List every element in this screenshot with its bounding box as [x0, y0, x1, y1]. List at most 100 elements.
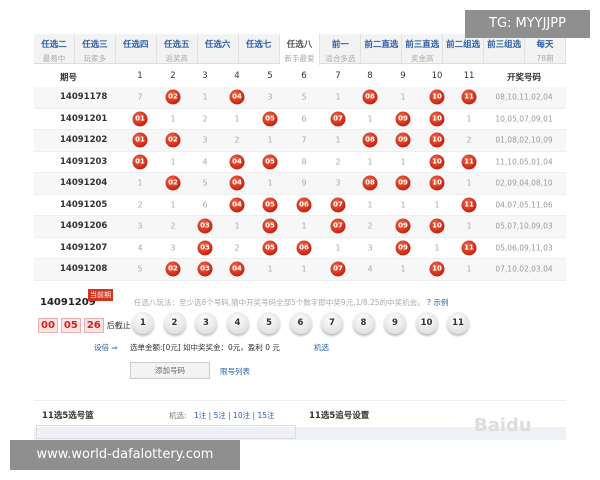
tab-7[interactable]: 前一 适合多选	[320, 34, 362, 63]
tab-2[interactable]: 任选四	[116, 34, 157, 63]
hit-ball: 05	[262, 218, 278, 234]
tab-0[interactable]: 任选二 最易中	[34, 34, 75, 63]
hit-ball: 04	[229, 154, 245, 170]
tab-5[interactable]: 任选七	[239, 34, 280, 63]
pick-ball-8[interactable]: 8	[352, 312, 375, 334]
tab-10[interactable]: 前二组选	[443, 34, 485, 63]
tab-4[interactable]: 任选六	[198, 34, 239, 63]
hit-ball: 01	[132, 132, 148, 148]
tab-title: 任选五	[163, 40, 190, 50]
current-period-badge: 当前期	[88, 289, 113, 301]
restricted-list-link[interactable]: 限号列表	[220, 367, 250, 376]
hit-ball: 11	[461, 89, 477, 105]
random-options[interactable]: 1注 | 5注 | 10注 | 15注	[194, 411, 275, 420]
pick-ball-4[interactable]: 4	[226, 312, 249, 334]
hit-ball: 09	[395, 132, 411, 148]
miss-count: 3	[367, 243, 373, 253]
set-multiplier-link[interactable]: 设倍 ⇒	[94, 343, 118, 352]
pick-ball-1[interactable]: 1	[132, 312, 154, 334]
draw-numbers: 05,06,09,11,03	[495, 243, 553, 253]
draw-numbers: 04,07,05,11,06	[495, 200, 553, 210]
table-row: 14091178 7 02 1 04 3 5 1 08 1 10 11 08,10,11,02,04	[34, 87, 566, 109]
draw-numbers: 07,10,02,03,04	[495, 264, 553, 274]
draw-numbers: 10,05,07,09,01	[495, 114, 553, 124]
current-period: 14091209	[40, 297, 96, 308]
hit-ball: 10	[429, 111, 445, 127]
hit-ball: 09	[395, 111, 411, 127]
miss-count: 2	[367, 221, 373, 231]
pick-ball-11[interactable]: 11	[447, 312, 469, 334]
miss-count: 1	[335, 243, 341, 253]
tab-6[interactable]: 任选八 新手最爱	[279, 34, 321, 65]
hit-ball: 10	[429, 261, 445, 277]
tab-title: 任选八	[286, 40, 313, 50]
pick-ball-9[interactable]: 9	[384, 312, 406, 334]
hit-ball: 03	[197, 261, 213, 277]
pick-ball-3[interactable]: 3	[195, 312, 217, 334]
table-row: 14091202 01 02 3 2 1 7 1 08 09 10 2 01,08,02,10,09	[34, 130, 566, 152]
miss-count: 1	[335, 135, 341, 145]
miss-count: 6	[202, 200, 208, 210]
hit-ball: 06	[296, 240, 312, 256]
tab-1[interactable]: 任选三 玩家多	[75, 34, 116, 63]
miss-count: 3	[267, 92, 273, 102]
tab-9[interactable]: 前三直选 奖金高	[402, 34, 444, 63]
pick-ball-5[interactable]: 5	[258, 312, 280, 334]
tab-subtitle: 奖金高	[411, 54, 434, 63]
add-number-button[interactable]: 添加号码	[130, 362, 210, 379]
tab-11[interactable]: 前三组选	[484, 34, 526, 63]
tab-title: 任选四	[123, 40, 149, 50]
tab-title: 前二直选	[364, 40, 399, 50]
number-basket[interactable]	[36, 425, 296, 439]
column-header: 1	[137, 71, 143, 81]
hit-ball: 10	[429, 218, 445, 234]
miss-count: 1	[466, 178, 472, 188]
rule-text: 任选八玩法：至少选8个号码,猜中开奖号码全部5个数字即中奖9元,1/8.25的中…	[134, 297, 448, 308]
tab-8[interactable]: 前二直选	[361, 34, 403, 63]
miss-count: 1	[466, 221, 472, 231]
draw-numbers: 02,09,04,08,10	[495, 178, 553, 188]
pick-ball-7[interactable]: 7	[321, 312, 343, 334]
miss-count: 1	[400, 92, 406, 102]
period-cell: 14091208	[60, 264, 108, 275]
rule-description: 任选八玩法：至少选8个号码,猜中开奖号码全部5个数字即中奖9元,1/8.25的中…	[134, 298, 425, 307]
tab-3[interactable]: 任选五 返奖高	[157, 34, 198, 63]
tab-title: 任选三	[82, 40, 108, 50]
basket-title: 11选5选号篮	[42, 411, 94, 421]
column-header: 8	[367, 71, 373, 81]
miss-count: 4	[202, 157, 208, 167]
tab-12[interactable]: 每天 78期	[525, 34, 566, 63]
miss-count: 3	[202, 135, 208, 145]
hit-ball: 04	[229, 175, 245, 191]
miss-count: 2	[466, 135, 472, 145]
period-cell: 14091202	[60, 135, 108, 146]
tab-title: 任选六	[204, 40, 231, 50]
column-header: 5	[267, 71, 273, 81]
miss-count: 8	[301, 157, 307, 167]
column-header: 10	[431, 71, 443, 81]
pick-ball-6[interactable]: 6	[289, 312, 312, 334]
tab-title: 任选二	[41, 40, 67, 50]
column-header: 4	[234, 71, 240, 81]
baidu-logo-watermark: Baidu	[474, 415, 532, 436]
miss-count: 2	[170, 221, 176, 231]
example-link[interactable]: ? 示例	[426, 298, 449, 307]
miss-count: 1	[301, 264, 307, 274]
hit-ball: 01	[132, 111, 148, 127]
table-row: 14091208 5 02 03 04 1 1 07 4 1 10 1 07,10,02,03,04	[34, 259, 566, 281]
tab-title: 每天	[536, 40, 554, 50]
random-pick-link[interactable]: 机选	[314, 343, 329, 352]
miss-count: 1	[466, 264, 472, 274]
tab-title: 前二组选	[446, 40, 481, 50]
draw-numbers: 01,08,02,10,09	[495, 135, 553, 145]
pick-ball-10[interactable]: 10	[415, 312, 438, 334]
miss-count: 1	[367, 157, 373, 167]
countdown-seconds: 26	[83, 318, 104, 333]
watermark-bottom: www.world-dafalottery.com	[10, 440, 240, 470]
column-header: 6	[301, 71, 307, 81]
pick-ball-2[interactable]: 2	[163, 312, 186, 334]
hit-ball: 04	[229, 89, 245, 105]
tab-title: 前三直选	[405, 40, 440, 50]
column-header: 11	[463, 71, 475, 81]
hit-ball: 05	[262, 154, 278, 170]
